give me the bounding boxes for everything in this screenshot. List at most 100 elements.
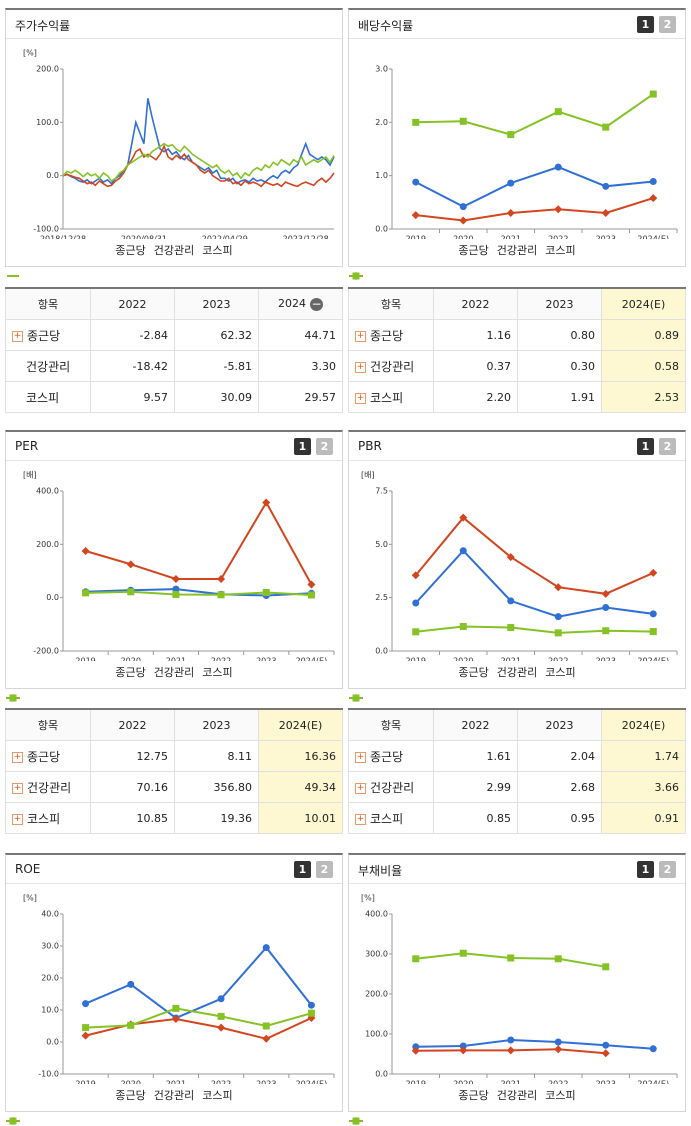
table-row: + 건강관리 2.99 2.68 3.66: [348, 771, 686, 803]
table-cell: 건강관리: [5, 350, 91, 382]
cell-text: 종근당: [27, 328, 61, 343]
page-button[interactable]: 1: [637, 16, 654, 33]
data-point: [307, 580, 316, 589]
data-point: [649, 628, 657, 636]
x-tick-label: 2021: [166, 657, 186, 662]
panel-title: 부채비율: [358, 864, 403, 878]
expand-icon[interactable]: +: [12, 751, 23, 763]
header-cell: 2024(E): [258, 708, 343, 741]
data-point: [507, 954, 515, 962]
unit-label: [%]: [23, 49, 37, 58]
data-point: [459, 1042, 467, 1050]
expand-icon[interactable]: +: [355, 813, 366, 825]
y-tick-label: 100.0: [365, 1030, 388, 1039]
page-button[interactable]: 1: [294, 438, 311, 455]
legend-marker: [6, 694, 20, 702]
data-point: [649, 610, 657, 618]
legend-item: 종근당: [349, 242, 489, 280]
data-point: [411, 211, 420, 220]
y-tick-label: -100.0: [33, 225, 59, 234]
legend-item: 종근당: [7, 242, 146, 277]
legend-item: 건강관리: [349, 1087, 537, 1125]
cell-text: 16.36: [304, 749, 337, 763]
expand-icon[interactable]: +: [355, 782, 366, 794]
page-button[interactable]: 2: [659, 16, 676, 33]
data-point: [649, 568, 658, 577]
legend-item: 코스피: [349, 242, 576, 280]
x-tick-label: 2022: [548, 235, 568, 240]
panel-title: 주가수익률: [15, 19, 71, 33]
panel-header: 주가수익률: [6, 10, 342, 39]
data-point: [411, 1046, 420, 1055]
data-point: [217, 1023, 226, 1032]
x-tick-label: 2024(E): [296, 657, 328, 662]
x-tick-label: 2024(E): [637, 1080, 669, 1085]
series-line: [85, 590, 312, 596]
expand-icon[interactable]: +: [355, 330, 366, 342]
legend-item: 건강관리: [349, 242, 537, 280]
header-text: 항목: [37, 719, 59, 732]
cell-text: 건강관리: [27, 780, 72, 795]
expand-icon[interactable]: +: [12, 782, 23, 794]
table-row: 건강관리 -18.42 -5.81 3.30: [5, 350, 343, 382]
data-point: [412, 599, 420, 607]
expand-icon[interactable]: +: [355, 392, 366, 404]
expand-icon[interactable]: +: [12, 330, 23, 342]
page-button[interactable]: 1: [637, 438, 654, 455]
chart: [배] -200.0 0.0 200.0 400.0 2019 2020 2021 2022 20…: [23, 471, 335, 662]
data-point: [507, 1036, 515, 1044]
x-tick-label: 2023: [596, 1080, 616, 1085]
table-cell: + 건강관리: [5, 771, 91, 803]
data-point: [412, 178, 420, 186]
data-point: [506, 553, 515, 562]
legend-marker: [7, 275, 19, 277]
data-point: [507, 131, 515, 139]
cell-text: 0.80: [570, 328, 596, 342]
data-table: 항목 2022 2023 2024(E) + 종근당 1.16 0.80 0.89 + 건강관리 0.…: [348, 287, 686, 413]
table-cell: + 종근당: [348, 740, 434, 772]
data-point: [459, 513, 468, 522]
data-point: [459, 547, 467, 555]
page-button[interactable]: 2: [659, 861, 676, 878]
cell-text: 70.16: [136, 780, 169, 794]
expand-icon[interactable]: +: [12, 813, 23, 825]
legend-item: 코스피: [7, 242, 233, 277]
table-cell: + 종근당: [5, 740, 91, 772]
page-button[interactable]: 2: [316, 438, 333, 455]
expand-icon[interactable]: +: [355, 751, 366, 763]
page-button[interactable]: 1: [637, 861, 654, 878]
data-point: [554, 1045, 563, 1054]
series-line: [85, 1007, 312, 1029]
data-point: [127, 1021, 135, 1029]
data-point: [262, 1034, 271, 1043]
legend-label: 코스피: [202, 666, 233, 679]
page-button[interactable]: 2: [659, 438, 676, 455]
page-button[interactable]: 1: [294, 861, 311, 878]
legend-item: 건강관리: [6, 664, 194, 702]
table-row: + 종근당 1.61 2.04 1.74: [348, 740, 686, 772]
data-table: 항목 2022 2023 2024− + 종근당 -2.84 62.32 44.71 건강관리 -1…: [5, 287, 343, 413]
legend-item: 코스피: [349, 1087, 576, 1125]
cell-text: 건강관리: [370, 780, 415, 795]
expand-icon[interactable]: +: [355, 361, 366, 373]
table-row: + 코스피 0.85 0.95 0.91: [348, 802, 686, 834]
unit-label: [배]: [361, 471, 375, 480]
table-row: + 종근당 12.75 8.11 16.36: [5, 740, 343, 772]
data-point: [81, 547, 90, 555]
table-cell: + 종근당: [348, 319, 434, 351]
x-tick-label: 2018/12/28: [40, 235, 86, 240]
legend: 종근당 건강관리 코스피: [349, 664, 685, 702]
x-tick-label: 2020: [453, 657, 473, 662]
x-tick-label: 2023: [256, 1080, 276, 1085]
cell-text: 건강관리: [370, 359, 415, 374]
page-button[interactable]: 2: [316, 861, 333, 878]
data-point: [459, 216, 468, 225]
x-tick-label: 2023/12/28: [283, 235, 329, 240]
panel-header: PER 1 2: [6, 432, 342, 461]
data-point: [217, 574, 226, 583]
collapse-icon[interactable]: −: [310, 296, 323, 311]
data-point: [601, 209, 610, 217]
series-line: [85, 500, 313, 585]
header-text: 2022: [461, 718, 490, 732]
